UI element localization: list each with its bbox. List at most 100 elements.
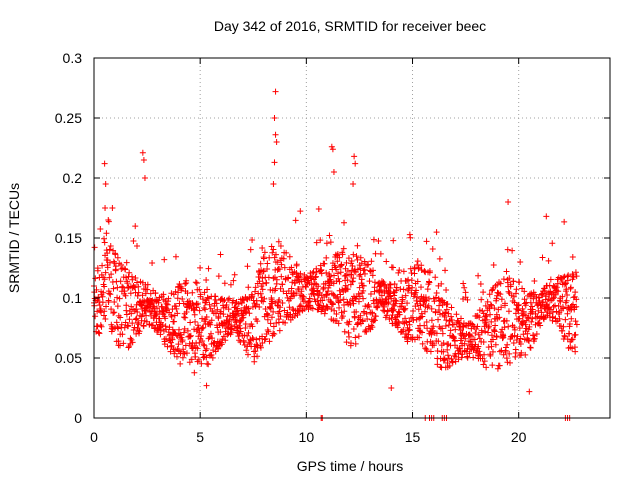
data-point bbox=[221, 280, 228, 287]
data-point bbox=[344, 277, 351, 284]
data-point bbox=[92, 313, 99, 320]
data-point bbox=[529, 315, 536, 322]
data-point bbox=[439, 330, 446, 337]
data-point bbox=[183, 280, 190, 287]
data-point bbox=[240, 338, 247, 345]
data-point bbox=[224, 331, 231, 338]
data-point bbox=[117, 314, 124, 321]
data-point bbox=[132, 223, 139, 230]
data-point bbox=[278, 273, 285, 280]
data-point bbox=[179, 295, 186, 302]
data-point bbox=[476, 348, 483, 355]
data-point bbox=[366, 303, 373, 310]
data-point bbox=[480, 361, 487, 368]
data-point bbox=[503, 317, 510, 324]
data-point bbox=[478, 296, 485, 303]
data-point bbox=[270, 308, 277, 315]
data-point bbox=[118, 321, 125, 328]
data-point bbox=[303, 283, 310, 290]
data-point bbox=[134, 292, 141, 299]
data-point bbox=[230, 277, 237, 284]
data-point bbox=[193, 280, 200, 287]
data-point bbox=[572, 348, 579, 355]
data-point bbox=[101, 308, 108, 315]
data-point bbox=[501, 324, 508, 331]
data-point bbox=[271, 159, 278, 166]
data-point bbox=[283, 249, 290, 256]
data-point bbox=[351, 153, 358, 160]
data-point bbox=[169, 336, 176, 343]
data-point bbox=[259, 280, 266, 287]
data-point bbox=[399, 296, 406, 303]
data-point bbox=[115, 338, 122, 345]
data-point bbox=[237, 325, 244, 332]
data-point bbox=[339, 251, 346, 258]
data-point bbox=[196, 307, 203, 314]
data-point bbox=[105, 218, 112, 225]
data-point bbox=[336, 287, 343, 294]
data-point bbox=[393, 287, 400, 294]
data-point bbox=[498, 304, 505, 311]
data-point bbox=[280, 288, 287, 295]
data-point bbox=[516, 315, 523, 322]
data-point bbox=[273, 139, 280, 145]
data-point bbox=[198, 325, 205, 332]
data-point bbox=[395, 308, 402, 315]
data-point bbox=[404, 300, 411, 307]
data-point bbox=[151, 325, 158, 332]
data-point bbox=[335, 275, 342, 282]
data-point bbox=[264, 260, 271, 267]
data-point bbox=[377, 250, 384, 257]
data-point bbox=[113, 319, 120, 326]
data-point bbox=[330, 291, 337, 298]
data-point bbox=[162, 315, 169, 322]
data-point bbox=[555, 302, 562, 309]
y-tick-label: 0.15 bbox=[55, 230, 82, 246]
data-point bbox=[138, 313, 145, 320]
y-tick-label: 0.25 bbox=[55, 110, 82, 126]
data-point bbox=[255, 274, 262, 281]
data-point bbox=[288, 285, 295, 292]
data-point bbox=[225, 306, 232, 313]
data-point bbox=[330, 300, 337, 307]
data-point bbox=[350, 300, 357, 307]
data-point bbox=[254, 342, 261, 349]
data-point bbox=[410, 317, 417, 324]
data-point bbox=[217, 328, 224, 335]
data-point bbox=[276, 266, 283, 273]
data-point bbox=[564, 291, 571, 298]
data-point bbox=[354, 242, 361, 249]
data-point bbox=[338, 309, 345, 316]
data-point bbox=[252, 284, 259, 291]
data-point bbox=[442, 267, 449, 274]
data-point bbox=[218, 341, 225, 348]
data-point bbox=[514, 306, 521, 313]
data-point bbox=[383, 258, 390, 265]
x-tick-label: 0 bbox=[90, 429, 98, 445]
data-point bbox=[336, 304, 343, 311]
data-point bbox=[360, 287, 367, 294]
data-point bbox=[429, 246, 436, 253]
data-point bbox=[162, 326, 169, 333]
data-point bbox=[550, 295, 557, 302]
data-point bbox=[188, 356, 195, 363]
data-point bbox=[451, 337, 458, 344]
data-point bbox=[554, 280, 561, 287]
data-point bbox=[237, 328, 244, 335]
data-point bbox=[337, 291, 344, 298]
data-point bbox=[243, 347, 250, 354]
data-point bbox=[361, 309, 368, 316]
data-point bbox=[482, 313, 489, 320]
data-point bbox=[356, 293, 363, 300]
data-point bbox=[488, 318, 495, 325]
grid bbox=[94, 58, 610, 418]
data-point bbox=[510, 293, 517, 300]
data-point bbox=[101, 239, 108, 246]
data-point bbox=[421, 308, 428, 315]
chart-title: Day 342 of 2016, SRMTID for receiver bee… bbox=[214, 18, 486, 34]
data-point bbox=[129, 276, 136, 283]
data-point bbox=[117, 278, 124, 285]
data-point bbox=[500, 276, 507, 283]
data-point bbox=[291, 312, 298, 319]
data-point bbox=[446, 362, 453, 369]
